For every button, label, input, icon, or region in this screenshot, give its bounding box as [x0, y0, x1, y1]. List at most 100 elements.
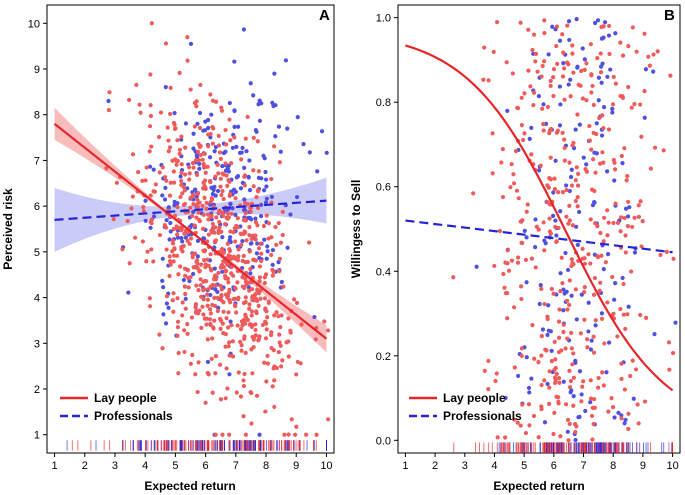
professional-point	[566, 19, 572, 24]
professional-point	[619, 413, 624, 418]
lay-point	[212, 230, 217, 235]
lay-point	[174, 224, 179, 229]
lay-point	[156, 134, 162, 140]
lay-point	[278, 240, 284, 245]
professional-point	[575, 242, 580, 247]
lay-point	[630, 358, 635, 363]
lay-point	[277, 256, 282, 262]
lay-point	[601, 126, 606, 131]
lay-point	[293, 432, 298, 437]
lay-point	[638, 102, 643, 107]
lay-point	[560, 74, 566, 79]
professional-point	[167, 237, 172, 242]
professional-point	[223, 149, 228, 154]
lay-point	[586, 252, 591, 257]
lay-point	[606, 220, 611, 225]
lay-point	[606, 409, 611, 414]
lay-point	[148, 193, 153, 198]
lay-point	[486, 387, 491, 392]
lay-point	[188, 236, 194, 241]
professional-point	[594, 121, 599, 126]
lay-point	[210, 226, 215, 231]
lay-point	[512, 417, 517, 422]
x-tick-label: 1	[51, 460, 57, 472]
lay-point	[671, 256, 676, 261]
professional-point	[571, 394, 576, 399]
lay-point	[602, 215, 607, 220]
lay-point	[622, 215, 627, 221]
panel-b-x-axis-title: Expected return	[493, 479, 584, 493]
lay-point	[623, 233, 628, 238]
lay-point	[206, 144, 211, 149]
professional-point	[573, 437, 578, 443]
lay-point	[518, 219, 523, 224]
lay-point	[622, 146, 627, 151]
lay-point	[242, 371, 247, 377]
lay-point	[188, 205, 193, 210]
lay-point	[551, 291, 556, 296]
professional-point	[248, 81, 253, 86]
lay-point	[224, 366, 229, 371]
lay-point	[598, 280, 603, 285]
lay-point	[605, 300, 610, 305]
lay-point	[607, 51, 612, 57]
x-tick-label: 8	[263, 460, 269, 472]
lay-point	[213, 275, 218, 281]
lay-point	[560, 130, 565, 136]
professional-point	[605, 74, 610, 79]
professional-point	[164, 301, 169, 306]
lay-point	[182, 201, 188, 207]
professional-point	[285, 126, 290, 131]
professional-point	[279, 279, 284, 285]
professional-point	[563, 250, 568, 256]
lay-point	[585, 337, 590, 342]
x-tick-label: 4	[491, 460, 497, 472]
professional-point	[216, 305, 221, 310]
professional-point	[191, 271, 196, 277]
lay-point	[619, 416, 624, 421]
lay-point	[228, 138, 233, 143]
lay-point	[262, 296, 268, 301]
lay-point	[168, 180, 173, 185]
lay-point	[216, 171, 221, 176]
lay-point	[247, 233, 252, 238]
lay-point	[548, 155, 553, 160]
professional-point	[197, 161, 202, 166]
professional-point	[632, 250, 638, 255]
lay-point	[185, 331, 190, 336]
lay-point	[570, 43, 575, 48]
lay-point	[598, 51, 603, 56]
lay-point	[170, 241, 176, 246]
lay-point	[554, 371, 559, 377]
lay-point	[256, 338, 261, 343]
lay-point	[247, 306, 252, 311]
lay-point	[575, 183, 581, 188]
lay-point	[272, 144, 277, 149]
lay-point	[567, 160, 572, 165]
lay-point	[619, 376, 624, 382]
lay-point	[212, 295, 217, 300]
lay-point	[216, 133, 221, 138]
lay-point	[219, 246, 225, 252]
lay-point	[140, 239, 145, 244]
professional-point	[227, 372, 232, 377]
professional-point	[537, 301, 542, 307]
lay-point	[286, 354, 291, 359]
professional-point	[612, 297, 617, 302]
lay-point	[636, 203, 641, 208]
panel-b-ticks: 1 2 3 4 5 6 7 8 9 10 0.0 0.2 0.4 0.6 0.8 1.0	[376, 13, 679, 472]
lay-point	[511, 305, 517, 310]
professional-point	[151, 167, 156, 172]
lay-point	[225, 211, 231, 216]
lay-point	[664, 249, 669, 254]
panel-b-frame	[397, 4, 681, 454]
lay-point	[548, 177, 553, 182]
lay-point	[210, 221, 215, 227]
lay-point	[256, 303, 261, 308]
x-tick-label: 10	[666, 460, 678, 472]
lay-point	[218, 362, 223, 367]
lay-point	[621, 312, 626, 317]
professional-point	[233, 212, 238, 217]
lay-point	[228, 256, 233, 262]
lay-point	[225, 276, 230, 281]
